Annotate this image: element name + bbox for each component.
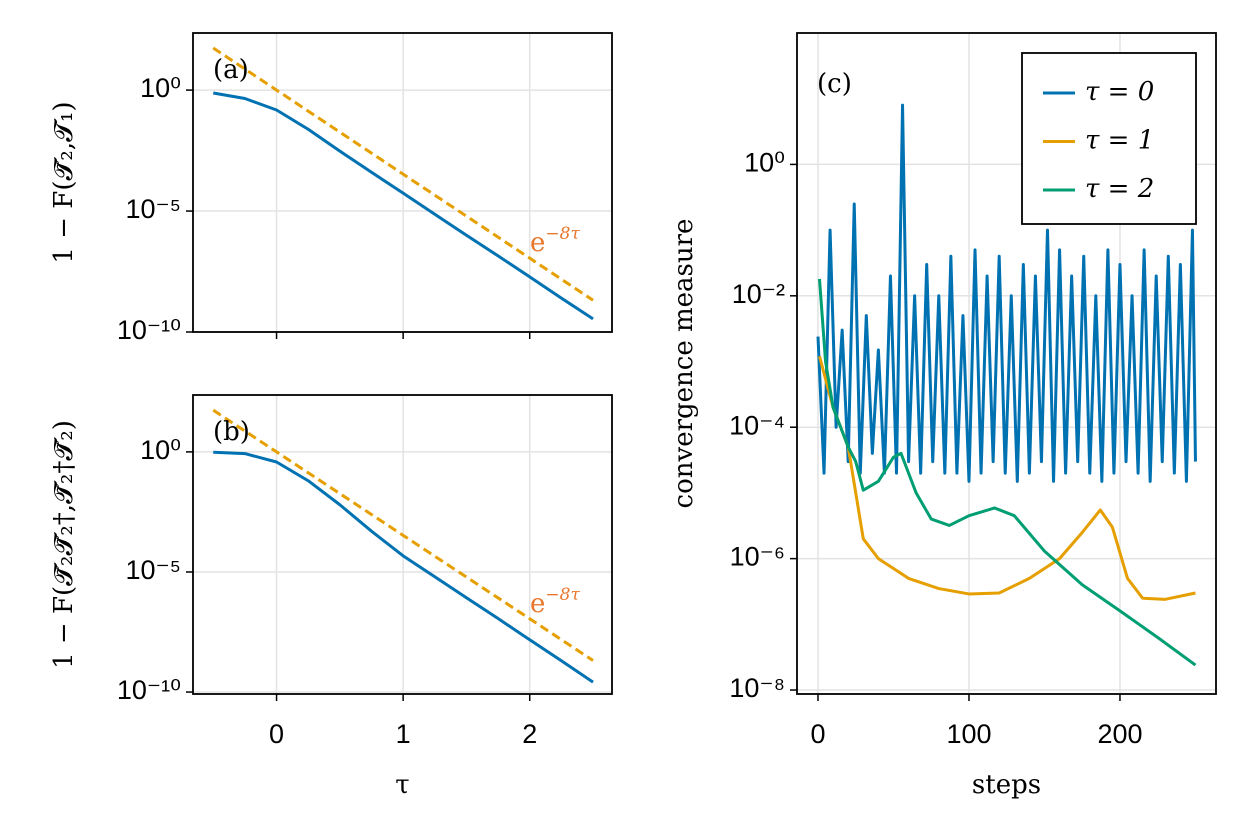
y-tick-label: 10⁻⁵ (126, 555, 181, 585)
x-axis-label: steps (972, 770, 1041, 800)
line-series (212, 408, 594, 662)
legend-label: τ = 0 (1085, 77, 1154, 107)
y-tick-label: 10⁻⁸ (729, 673, 785, 703)
y-axis-label: 1 − F(𝓣̃₂,𝓣₁) (49, 101, 79, 263)
x-tick-label: 200 (1097, 719, 1142, 749)
panel-label: (a) (213, 55, 249, 85)
x-tick-label: 0 (810, 719, 825, 749)
legend-label: τ = 2 (1085, 174, 1154, 204)
line-series (818, 355, 1196, 601)
line-series (212, 91, 594, 321)
plot-frame (796, 32, 1217, 695)
panel-label: (b) (213, 417, 250, 447)
line-series (816, 103, 1197, 483)
y-tick-label: 10⁻² (732, 279, 785, 309)
annotation-base: e (530, 589, 545, 619)
panel-label: (c) (817, 69, 852, 99)
plot-frame (192, 32, 613, 333)
y-tick-label: 10⁻⁵ (126, 194, 181, 224)
x-axis-label: τ (395, 770, 409, 800)
y-tick-label: 10⁻¹⁰ (117, 315, 181, 345)
annotation-exponent: −8τ (545, 585, 580, 605)
y-axis-label: convergence measure (669, 219, 699, 509)
x-tick-label: 2 (522, 719, 537, 749)
x-tick-label: 1 (396, 719, 411, 749)
y-tick-label: 10⁰ (140, 435, 181, 465)
line-series (213, 450, 594, 684)
y-tick-label: 10⁻¹⁰ (117, 675, 181, 705)
annotation-exponent: −8τ (545, 224, 580, 244)
line-series (818, 278, 1197, 667)
y-tick-label: 10⁻⁴ (729, 410, 785, 440)
y-tick-label: 10⁻⁶ (730, 542, 785, 572)
annotation-base: e (530, 228, 545, 258)
legend-box (1021, 52, 1197, 225)
y-tick-label: 10⁰ (744, 148, 785, 178)
x-tick-label: 100 (946, 719, 991, 749)
y-tick-label: 10⁰ (140, 73, 181, 103)
line-series (212, 46, 594, 302)
x-tick-label: 0 (269, 719, 284, 749)
legend-label: τ = 1 (1085, 126, 1154, 156)
plot-frame (192, 394, 613, 695)
y-axis-label: 1 − F(𝓣̃₂𝓣̃₂†,𝓣̃₂†𝓣̃₂) (49, 420, 79, 669)
annotation: e−8τ (530, 224, 580, 259)
annotation: e−8τ (530, 585, 580, 620)
